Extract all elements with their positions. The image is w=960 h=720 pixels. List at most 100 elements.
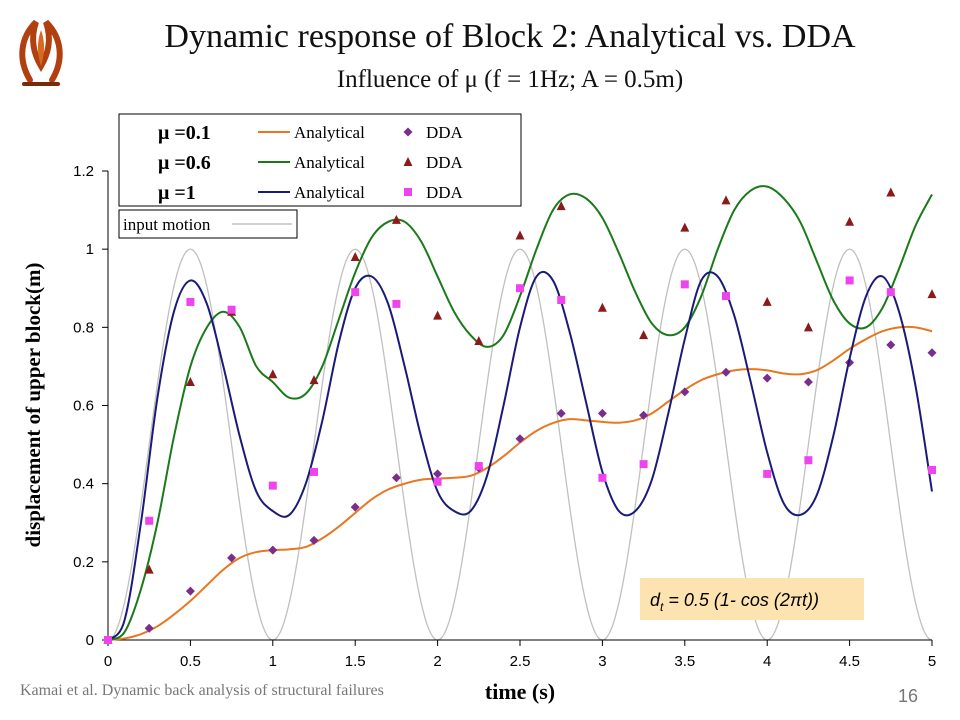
legend-mu-label: μ =0.6: [158, 152, 211, 174]
dda-point: [185, 377, 195, 387]
dda-point: [680, 222, 690, 232]
slide-title: Dynamic response of Block 2: Analytical …: [164, 18, 856, 55]
x-tick-label: 0.5: [180, 653, 201, 670]
slide-subtitle: Influence of μ (f = 1Hz; A = 0.5m): [336, 66, 684, 93]
legend-dda-label: DDA: [426, 153, 464, 172]
dda-point: [886, 288, 895, 297]
dda-point: [433, 477, 442, 486]
y-tick-label: 1.2: [73, 163, 94, 180]
x-tick-label: 2.5: [510, 653, 531, 670]
dda-point: [680, 387, 690, 397]
dda-point: [474, 336, 484, 346]
legend-marker-swatch: [403, 157, 413, 166]
dda-point: [391, 473, 401, 483]
legend-analytical-label: Analytical: [294, 153, 365, 172]
dda-point: [268, 481, 277, 490]
analytical-line: [107, 185, 933, 641]
equation-text: dt = 0.5 (1- cos (2πt)): [650, 590, 819, 614]
dda-point: [350, 251, 360, 261]
dda-point: [680, 280, 689, 289]
dda-point: [515, 434, 525, 444]
dda-point: [763, 469, 772, 478]
dda-point: [310, 467, 318, 476]
dda-point: [144, 564, 154, 574]
y-tick-label: 0: [86, 632, 94, 649]
dda-point: [516, 284, 524, 293]
x-axis-title: time (s): [485, 679, 555, 704]
legend-dda-label: DDA: [426, 123, 464, 142]
analytical-line: [107, 270, 933, 641]
dda-point: [185, 586, 195, 596]
dda-point: [392, 299, 401, 308]
dda-point: [927, 289, 937, 299]
dda-point: [639, 410, 649, 420]
dda-point: [557, 295, 566, 304]
dda-point: [309, 375, 319, 385]
dda-point: [145, 516, 154, 525]
page-number: 16: [898, 686, 919, 706]
dda-point: [144, 623, 154, 633]
x-tick-label: 1: [269, 653, 277, 670]
legend-mu-label: μ =1: [158, 182, 196, 204]
slide-footer: Kamai et al. Dynamic back analysis of st…: [20, 682, 384, 699]
dda-point: [268, 369, 278, 379]
equation-box: [640, 578, 864, 620]
dda-point: [515, 230, 525, 240]
dda-point: [803, 377, 813, 387]
dda-point: [597, 302, 607, 312]
dda-point: [845, 276, 854, 285]
series-mu-0-6: [103, 185, 937, 644]
input-motion-legend: input motion: [118, 209, 298, 239]
legend-analytical-label: Analytical: [294, 123, 365, 142]
dda-point: [928, 465, 936, 474]
y-tick-label: 0.8: [73, 319, 94, 336]
dda-point: [104, 636, 112, 644]
dda-point: [474, 462, 483, 471]
y-axis-title: displacement of upper block(m): [21, 263, 45, 548]
x-tick-label: 2: [433, 653, 441, 670]
input-motion-line: [107, 248, 933, 641]
dda-point: [391, 214, 401, 224]
institution-logo-icon: [19, 19, 63, 86]
dda-point: [639, 460, 648, 469]
legend-analytical-label: Analytical: [294, 183, 365, 202]
x-tick-label: 4.5: [839, 653, 860, 670]
x-tick-label: 3.5: [674, 653, 695, 670]
series-mu-1: [104, 270, 936, 644]
dda-point: [597, 408, 607, 418]
dda-point: [886, 340, 896, 350]
dda-point: [762, 296, 772, 306]
legend: μ =0.1 Analytical DDA μ =0.6 Analytical DDA μ …: [118, 113, 522, 207]
dda-point: [268, 545, 278, 555]
dda-point: [350, 502, 360, 512]
y-tick-label: 0.2: [73, 554, 94, 571]
dda-point: [804, 456, 813, 465]
dda-point: [722, 292, 730, 301]
legend-box: [118, 113, 522, 207]
x-tick-label: 0: [104, 653, 112, 670]
y-tick-label: 0.6: [73, 398, 94, 415]
dda-point: [721, 195, 731, 205]
dda-point: [556, 408, 566, 418]
dda-point: [433, 310, 443, 320]
dda-point: [433, 469, 443, 479]
input-legend-label: input motion: [123, 215, 211, 234]
dda-point: [227, 305, 236, 314]
x-tick-label: 4: [763, 653, 771, 670]
dda-point: [556, 201, 566, 211]
dda-point: [351, 288, 360, 297]
dda-point: [927, 348, 937, 358]
x-tick-label: 5: [928, 653, 936, 670]
dda-point: [845, 216, 855, 226]
dda-point: [598, 473, 607, 482]
legend-marker-swatch: [404, 188, 412, 196]
dda-point: [803, 322, 813, 332]
dda-point: [762, 373, 772, 383]
y-tick-label: 1: [86, 241, 94, 258]
dda-point: [886, 187, 896, 197]
dda-point: [227, 553, 237, 563]
x-tick-label: 1.5: [345, 653, 366, 670]
legend-mu-label: μ =0.1: [158, 122, 211, 144]
legend-marker-swatch: [403, 127, 413, 137]
